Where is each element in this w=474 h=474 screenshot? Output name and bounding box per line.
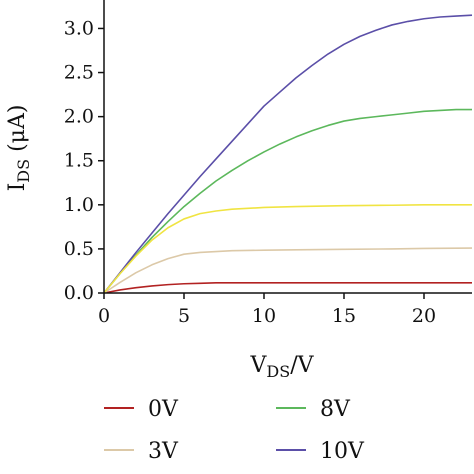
y-tick-label: 1.5 xyxy=(64,150,94,172)
y-tick-label: 2.5 xyxy=(64,62,94,84)
series-line-8v xyxy=(103,108,472,294)
y-tick-label: 0.0 xyxy=(64,282,94,304)
x-ticks: 0 5 10 15 20 xyxy=(98,293,436,327)
legend-label: 3V xyxy=(148,439,179,464)
x-tick-label: 5 xyxy=(178,305,190,327)
series-line-3v xyxy=(103,247,473,294)
legend-item-8v: 8V xyxy=(276,397,351,422)
series-line-10v xyxy=(103,14,473,294)
legend-label: 10V xyxy=(320,439,365,464)
legend: 0V 8V 3V 10V xyxy=(104,397,365,464)
y-tick-label: 3.0 xyxy=(64,17,94,39)
legend-label: 0V xyxy=(148,397,179,422)
legend-item-3v: 3V xyxy=(104,439,179,464)
x-tick-label: 10 xyxy=(252,305,276,327)
legend-item-10v: 10V xyxy=(276,439,365,464)
series-line-0v xyxy=(103,282,472,294)
x-tick-label: 20 xyxy=(412,305,436,327)
y-axis-title: IDS (μA) xyxy=(5,105,33,192)
y-tick-label: 2.0 xyxy=(64,106,94,128)
axes-layer xyxy=(103,0,472,294)
x-tick-label: 0 xyxy=(98,305,110,327)
legend-label: 8V xyxy=(320,397,351,422)
series-line-5v xyxy=(103,204,472,294)
x-axis-title: VDS/V xyxy=(250,353,315,381)
series-layer xyxy=(103,14,473,294)
y-tick-label: 0.5 xyxy=(64,238,94,260)
y-ticks: 0.0 0.5 1.0 1.5 2.0 2.5 3.0 xyxy=(64,17,104,304)
x-tick-label: 15 xyxy=(332,305,356,327)
legend-item-0v: 0V xyxy=(104,397,179,422)
y-tick-label: 1.0 xyxy=(64,194,94,216)
